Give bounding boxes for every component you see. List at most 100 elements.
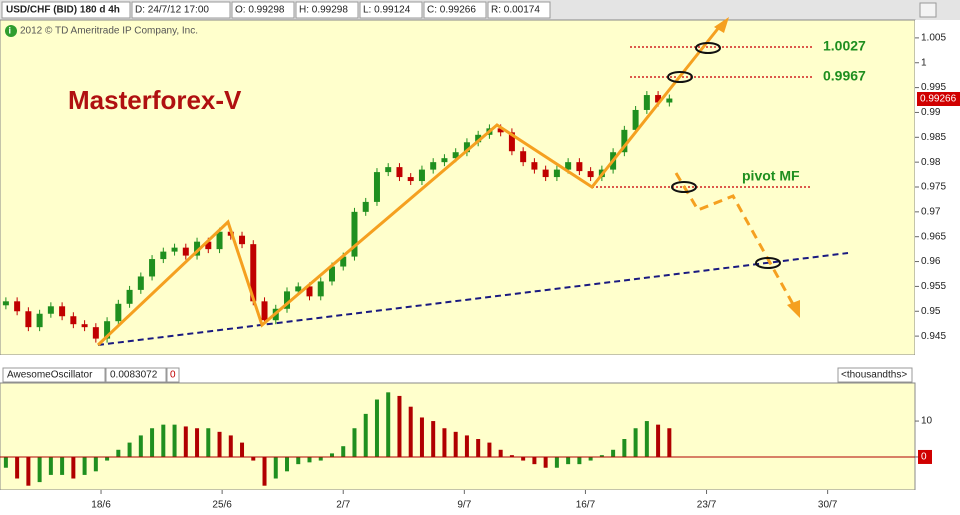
marker-ellipse [695,42,721,54]
candle-body [36,313,43,328]
ohlc-label: L: 0.99124 [363,5,411,16]
arrow-head [714,17,729,33]
oscillator-bar [37,456,42,483]
oscillator-bar [633,428,638,457]
oscillator-bar [150,428,155,457]
oscillator-bar [667,428,672,457]
ohlc-box [359,1,423,19]
oscillator-name-box[interactable] [2,367,106,383]
ohlc-label: C: 0.99266 [427,5,476,16]
oscillator-bar [599,455,604,457]
oscillator-bars [3,392,672,486]
y-tick-label: 0.945 [921,331,946,342]
candle-body [182,247,189,256]
last-price-label: 0.99266 [920,94,957,105]
annotation-label: 1.0027 [823,38,866,54]
candle-body [216,231,223,250]
x-tick-label: 18/6 [91,500,111,511]
ohlc-label: O: 0.99298 [235,5,285,16]
annotation-label: pivot MF [742,168,800,184]
candle-body [441,158,448,163]
oscillator-bar [127,442,132,457]
oscillator-bar [363,413,368,457]
ohlc-box [131,1,231,19]
oscillator-bar [622,439,627,457]
oscillator-bar [105,456,110,461]
scale-button[interactable] [919,2,937,18]
symbol: USD/CHF (BID) 180 d 4h [6,5,120,16]
ohlc-label: H: 0.99298 [299,5,348,16]
trend-line [97,252,849,346]
oscillator-bar [15,456,20,479]
y-tick-label: 0.95 [921,306,941,317]
marker-ellipse [667,71,693,83]
oscillator-bar [464,435,469,457]
candle-body [373,172,380,202]
x-tick-label: 9/7 [457,500,471,511]
candle-body [2,301,9,306]
oscillator-bar [48,456,53,475]
oscillator-bar [26,456,31,486]
oscillator-bar [543,456,548,468]
candle-body [632,109,639,130]
date-axis-area [0,490,960,515]
oscillator-name: AwesomeOscillator [7,370,93,381]
x-tick-label: 16/7 [576,500,596,511]
candle-body [306,286,313,297]
oscillator-bar [352,428,357,457]
y-tick-label: 1 [921,57,927,68]
candle-body [407,177,414,182]
info-icon[interactable] [5,25,17,37]
marker-ellipse [671,181,697,193]
oscillator-bar [554,456,559,468]
oscillator-bar [262,456,267,486]
oscillator-badge-box [166,367,180,383]
y2-tick-label: 0 [921,452,927,463]
candle-body [520,151,527,163]
oscillator-bar [611,449,616,457]
candle-body [463,142,470,153]
oscillator-bar [453,431,458,457]
y-tick-label: 0.97 [921,206,941,217]
oscillator-bar [442,428,447,457]
oscillator-bar [60,456,65,475]
oscillator-bar [386,392,391,457]
oscillator-bar [206,428,211,457]
oscillator-bar [577,456,582,465]
ohlc-box [295,1,359,19]
oscillator-bar [509,455,514,457]
oscillator-bar [498,449,503,457]
candle-body [104,321,111,339]
oscillator-bar [183,426,188,457]
oscillator-bar [318,456,323,461]
oscillator-bar [476,439,481,457]
candle-body [149,259,156,277]
candle-body [284,291,291,309]
candle-body [655,95,662,103]
oscillator-bar [341,446,346,457]
ohlc-box [487,1,551,19]
candle-body [25,311,32,328]
arrow-head [787,300,800,318]
x-tick-label: 2/7 [336,500,350,511]
oscillator-bar [644,421,649,457]
oscillator-bar [71,456,76,479]
oscillator-bar [3,456,8,468]
ohlc-box [231,1,295,19]
symbol-box[interactable] [1,1,131,19]
y-tick-label: 0.975 [921,182,946,193]
oscillator-bar [532,456,537,465]
oscillator-bar [397,395,402,457]
candle-body [59,306,66,317]
ohlc-label: D: 24/7/12 17:00 [135,5,209,16]
candle-body [47,306,54,314]
oscillator-bar [93,456,98,472]
candle-body [565,162,572,170]
oscillator-bar [431,421,436,457]
annotations: 1.0027 0.9967 pivot MF [96,17,866,347]
oscillator-bar [521,456,526,461]
candle-body [126,289,133,304]
candle-body [340,256,347,267]
candle-body [317,281,324,297]
y-tick-label: 0.995 [921,82,946,93]
